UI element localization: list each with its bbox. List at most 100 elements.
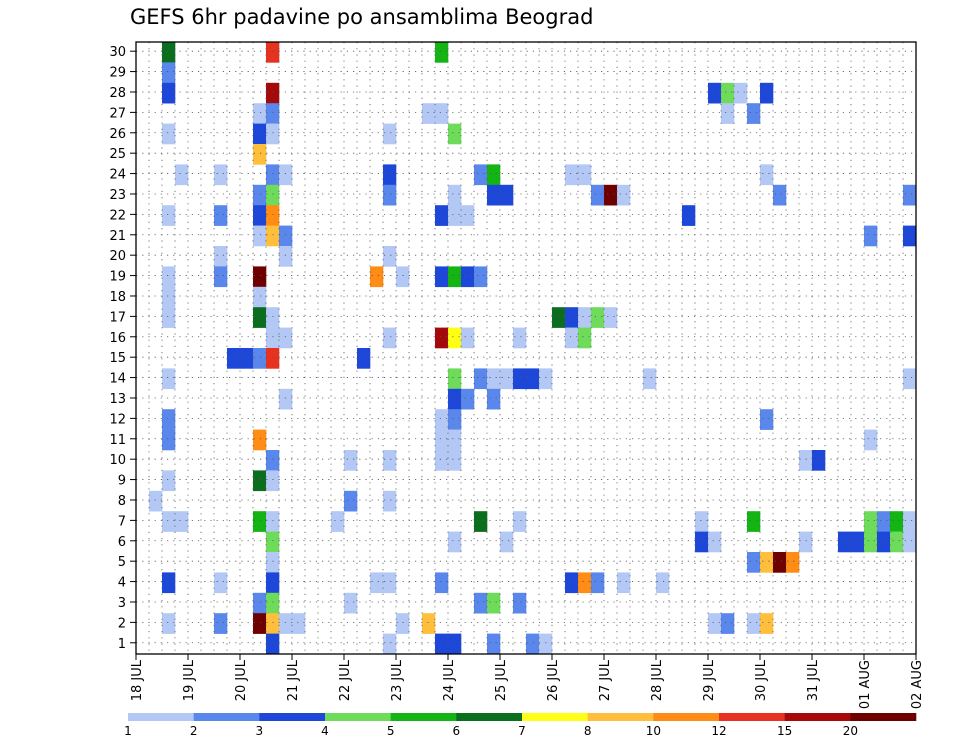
heatmap-cell — [903, 531, 917, 553]
heatmap-cell — [162, 470, 176, 492]
heatmap-cell — [448, 429, 462, 451]
heatmap-cell — [162, 307, 176, 328]
x-tick-label: 29 JUL — [702, 659, 717, 701]
heatmap-cell — [253, 307, 267, 328]
heatmap-cell — [500, 184, 514, 206]
heatmap-cell — [604, 184, 618, 206]
y-tick-label: 17 — [109, 310, 126, 325]
heatmap-cell — [149, 490, 163, 512]
x-tick-label: 20 JUL — [234, 659, 249, 701]
heatmap-cell — [487, 592, 501, 614]
x-axis: 18 JUL 19 JUL 20 JUL 21 JUL 22 JUL 23 JUL 24 J… — [130, 654, 925, 709]
x-tick-label: 24 JUL — [442, 659, 457, 701]
heatmap-cell — [331, 511, 345, 532]
heatmap-cell — [448, 633, 462, 655]
heatmap-cell — [266, 552, 280, 573]
heatmap-cell — [162, 266, 176, 288]
heatmap-cell — [396, 266, 410, 288]
heatmap-cell — [266, 42, 280, 63]
x-tick-label: 27 JUL — [598, 659, 613, 701]
legend-label: 6 — [453, 724, 461, 738]
y-tick-label: 2 — [118, 616, 126, 631]
legend-label: 20 — [843, 724, 858, 738]
heatmap-cell — [526, 368, 540, 390]
heatmap-cell — [448, 409, 462, 430]
legend-swatch — [653, 713, 720, 721]
x-tick-label: 22 JUL — [338, 659, 353, 701]
heatmap-cell — [474, 368, 488, 390]
y-tick-label: 21 — [109, 229, 126, 244]
heatmap-cell — [617, 572, 631, 594]
heatmap-cell — [266, 633, 280, 655]
heatmap-cell — [721, 613, 735, 634]
heatmap-cell — [357, 348, 371, 369]
y-tick-label: 22 — [109, 208, 126, 223]
heatmap-cell — [162, 368, 176, 390]
legend-swatch — [259, 713, 326, 721]
legend-swatch — [850, 713, 917, 721]
heatmap-cell — [812, 450, 826, 471]
x-tick-label: 26 JUL — [546, 659, 561, 701]
heatmap-cell — [344, 450, 358, 471]
heatmap-cell — [591, 572, 605, 594]
heatmap-cell — [279, 225, 293, 247]
heatmap-cell — [253, 511, 267, 532]
heatmap-cell — [175, 164, 189, 186]
heatmap-cell — [643, 368, 657, 390]
heatmap-cell — [552, 307, 566, 328]
heatmap-cell — [565, 327, 579, 349]
heatmap-cell — [838, 531, 852, 553]
heatmap-cell — [474, 266, 488, 288]
heatmap-cell — [721, 82, 735, 104]
heatmap-cell — [162, 205, 176, 226]
heatmap-cell — [253, 184, 267, 206]
heatmap-cell — [487, 633, 501, 655]
heatmap-cell — [708, 613, 722, 634]
heatmap-cell — [162, 62, 176, 84]
heatmap-cell — [214, 572, 228, 594]
heatmap-cell — [487, 368, 501, 390]
heatmap-cell — [162, 409, 176, 430]
heatmap-cell — [487, 388, 501, 410]
y-axis: 1234567891011121314151617181920212223242… — [109, 45, 136, 652]
heatmap-cell — [448, 184, 462, 206]
heatmap-cell — [422, 613, 436, 634]
heatmap-cell — [448, 368, 462, 390]
heatmap-cell — [747, 511, 761, 532]
heatmap-cell — [266, 103, 280, 124]
y-tick-label: 27 — [109, 106, 126, 121]
heatmap-cell — [266, 450, 280, 471]
heatmap-cell — [214, 205, 228, 226]
heatmap-cell — [864, 531, 878, 553]
heatmap-cell — [890, 531, 904, 553]
heatmap-cell — [422, 103, 436, 124]
heatmap-cell — [344, 490, 358, 512]
legend-swatch — [390, 713, 457, 721]
heatmap-cell — [383, 246, 397, 267]
heatmap-cell — [448, 266, 462, 288]
heatmap-cell — [383, 490, 397, 512]
heatmap-cell — [578, 327, 592, 349]
x-tick-label: 25 JUL — [494, 659, 509, 701]
heatmap-cell — [227, 348, 241, 369]
heatmap-cell — [461, 388, 475, 410]
heatmap-cell — [162, 511, 176, 532]
heatmap-cell — [760, 82, 774, 104]
heatmap-cell — [448, 388, 462, 410]
heatmap-cell — [435, 205, 449, 226]
heatmap-cell — [383, 123, 397, 145]
heatmap-cell — [604, 307, 618, 328]
heatmap-cell — [513, 368, 527, 390]
heatmap-cell — [513, 511, 527, 532]
heatmap-cell — [461, 266, 475, 288]
y-tick-label: 29 — [109, 66, 126, 81]
heatmap-cell — [513, 592, 527, 614]
heatmap-cell — [695, 511, 709, 532]
heatmap-cell — [864, 225, 878, 247]
heatmap-cell — [279, 327, 293, 349]
heatmap-cell — [266, 164, 280, 186]
heatmap-cell — [903, 368, 917, 390]
heatmap-cell — [253, 429, 267, 451]
heatmap-cell — [162, 613, 176, 634]
